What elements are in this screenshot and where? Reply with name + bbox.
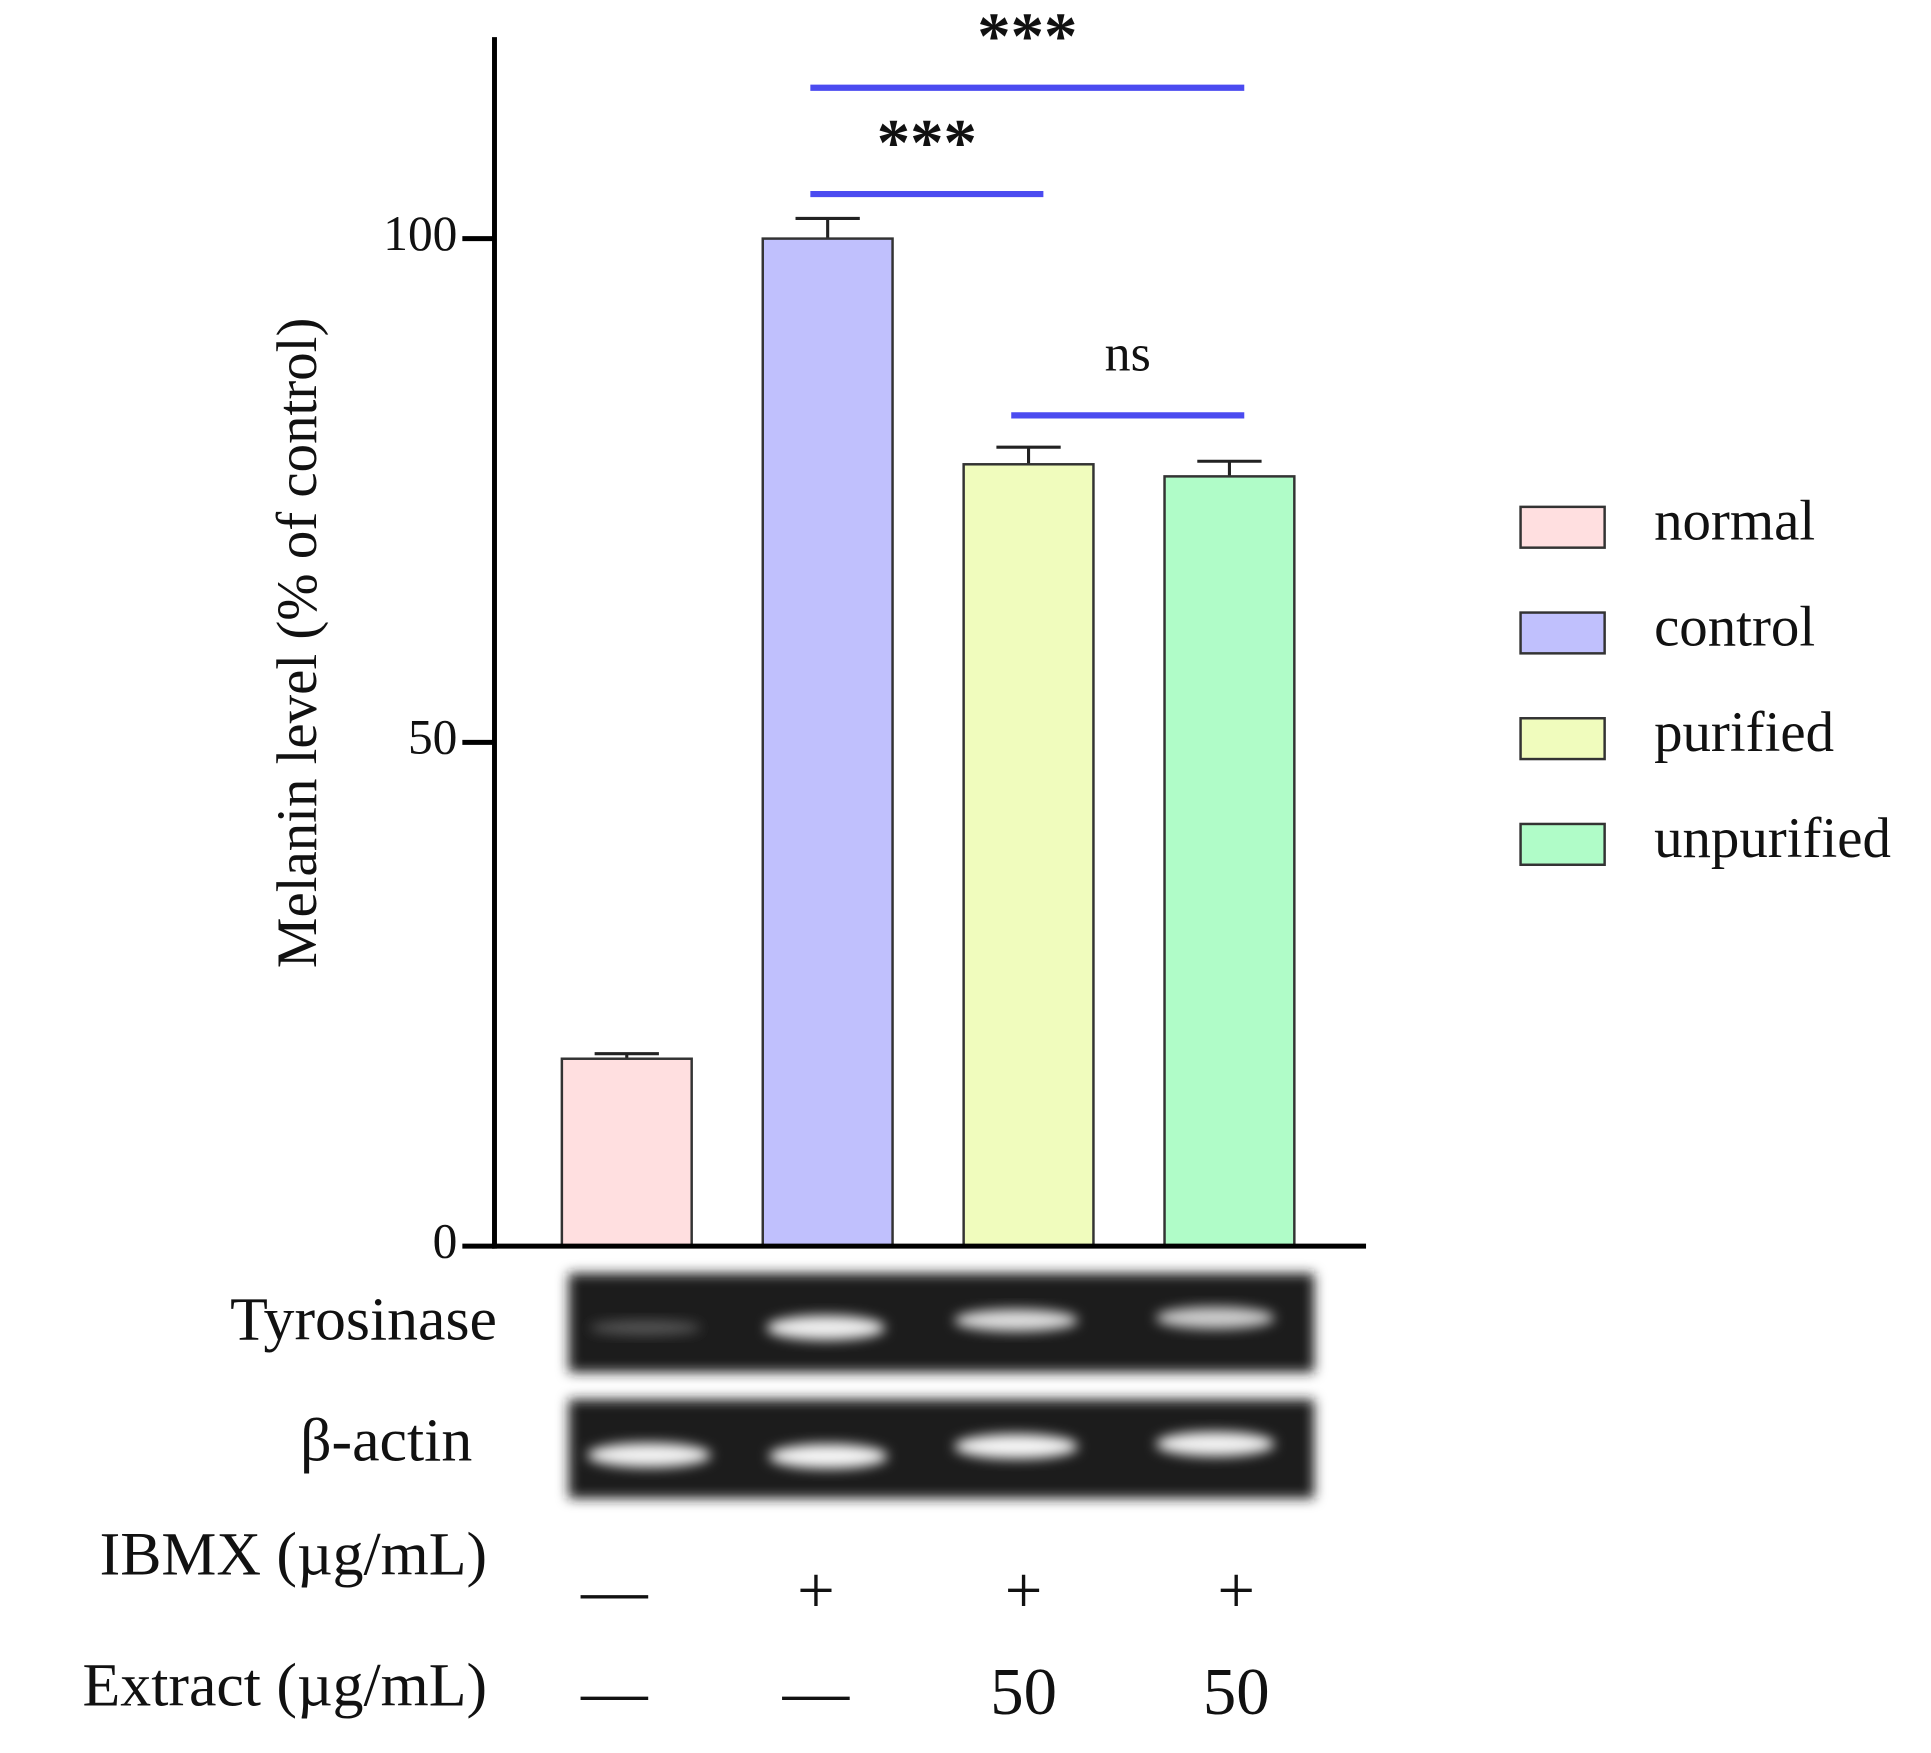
- bar: [1163, 475, 1296, 1248]
- condition-value: +: [1217, 1555, 1255, 1628]
- blot-label: Tyrosinase: [230, 1285, 497, 1353]
- legend-label: purified: [1654, 701, 1834, 764]
- condition-value: 50: [1203, 1656, 1270, 1729]
- legend-label: unpurified: [1654, 807, 1891, 870]
- blot-label: β-actin: [300, 1407, 472, 1475]
- condition-label: Extract (µg/mL): [83, 1651, 488, 1719]
- condition-value: —: [580, 1656, 649, 1729]
- legend-swatch: [1519, 717, 1606, 761]
- significance-label: ns: [1105, 325, 1151, 382]
- condition-value: +: [797, 1555, 835, 1628]
- legend-swatch: [1519, 505, 1606, 549]
- bar: [962, 463, 1095, 1248]
- bar: [560, 1057, 693, 1248]
- y-axis-label: Melanin level (% of control): [266, 318, 329, 969]
- gel-beta-actin: [568, 1399, 1315, 1499]
- gel-tyrosinase: [568, 1273, 1315, 1373]
- condition-value: —: [580, 1555, 649, 1628]
- y-tick-label: 50: [408, 710, 457, 765]
- y-tick-label: 0: [433, 1213, 458, 1268]
- significance-label: ***: [977, 1, 1077, 74]
- legend-swatch: [1519, 822, 1606, 866]
- legend-label: control: [1654, 595, 1815, 658]
- condition-value: +: [1005, 1555, 1043, 1628]
- condition-value: —: [782, 1656, 851, 1729]
- y-tick-label: 100: [383, 206, 457, 261]
- bar: [761, 237, 894, 1248]
- legend-label: normal: [1654, 490, 1815, 553]
- legend-swatch: [1519, 611, 1606, 655]
- condition-value: 50: [990, 1656, 1057, 1729]
- significance-label: ***: [877, 107, 977, 180]
- condition-label: IBMX (µg/mL): [100, 1520, 487, 1588]
